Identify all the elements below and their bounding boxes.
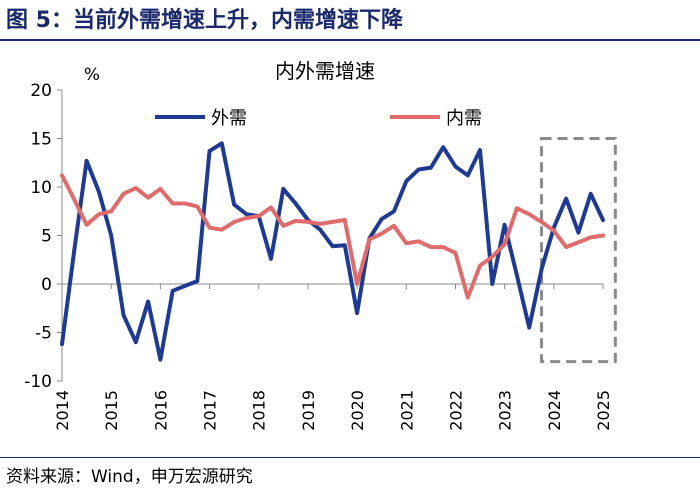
series-layer — [60, 141, 605, 362]
y-tick-label: -5 — [35, 324, 52, 344]
y-tick-label: 15 — [30, 130, 52, 150]
highlight-layer — [540, 137, 617, 364]
x-tick-label: 2024 — [545, 390, 564, 431]
y-tick-label: 10 — [30, 178, 52, 198]
chart-title: 内外需增速 — [275, 59, 375, 83]
series-line-external-demand — [60, 141, 605, 362]
figure-title: 图 5：当前外需增速上升，内需增速下降 — [6, 8, 403, 33]
x-tick-label: 2015 — [102, 390, 121, 431]
title-rule — [0, 39, 700, 41]
legend-label: 内需 — [446, 108, 482, 129]
y-tick-label: 5 — [41, 227, 52, 247]
legend-label: 外需 — [211, 108, 247, 129]
x-tick-label: 2021 — [397, 390, 416, 431]
y-tick-label: 0 — [41, 275, 52, 295]
x-tick-label: 2018 — [250, 390, 269, 431]
x-tick-label: 2023 — [496, 390, 515, 431]
x-tick-label: 2019 — [299, 390, 318, 431]
x-tick-label: 2016 — [151, 390, 170, 431]
source-rule — [0, 457, 700, 458]
x-tick-label: 2017 — [201, 390, 220, 431]
x-tick-label: 2014 — [53, 390, 72, 431]
x-tick-label: 2020 — [348, 390, 367, 431]
axes: -10 -5 0 5 10 15 20 2014 2015 2016 2017 2018 2019 202… — [24, 81, 613, 431]
x-tick-label: 2025 — [594, 390, 613, 431]
y-tick-label: 20 — [30, 81, 52, 101]
x-tick-label: 2022 — [446, 390, 465, 431]
highlight-box — [540, 137, 617, 364]
source-note: 资料来源：Wind，申万宏源研究 — [6, 467, 253, 487]
series-line-domestic-demand — [60, 173, 605, 300]
legend: 外需 内需 — [155, 108, 482, 129]
y-tick-label: -10 — [24, 372, 52, 392]
unit-label: % — [84, 65, 100, 85]
